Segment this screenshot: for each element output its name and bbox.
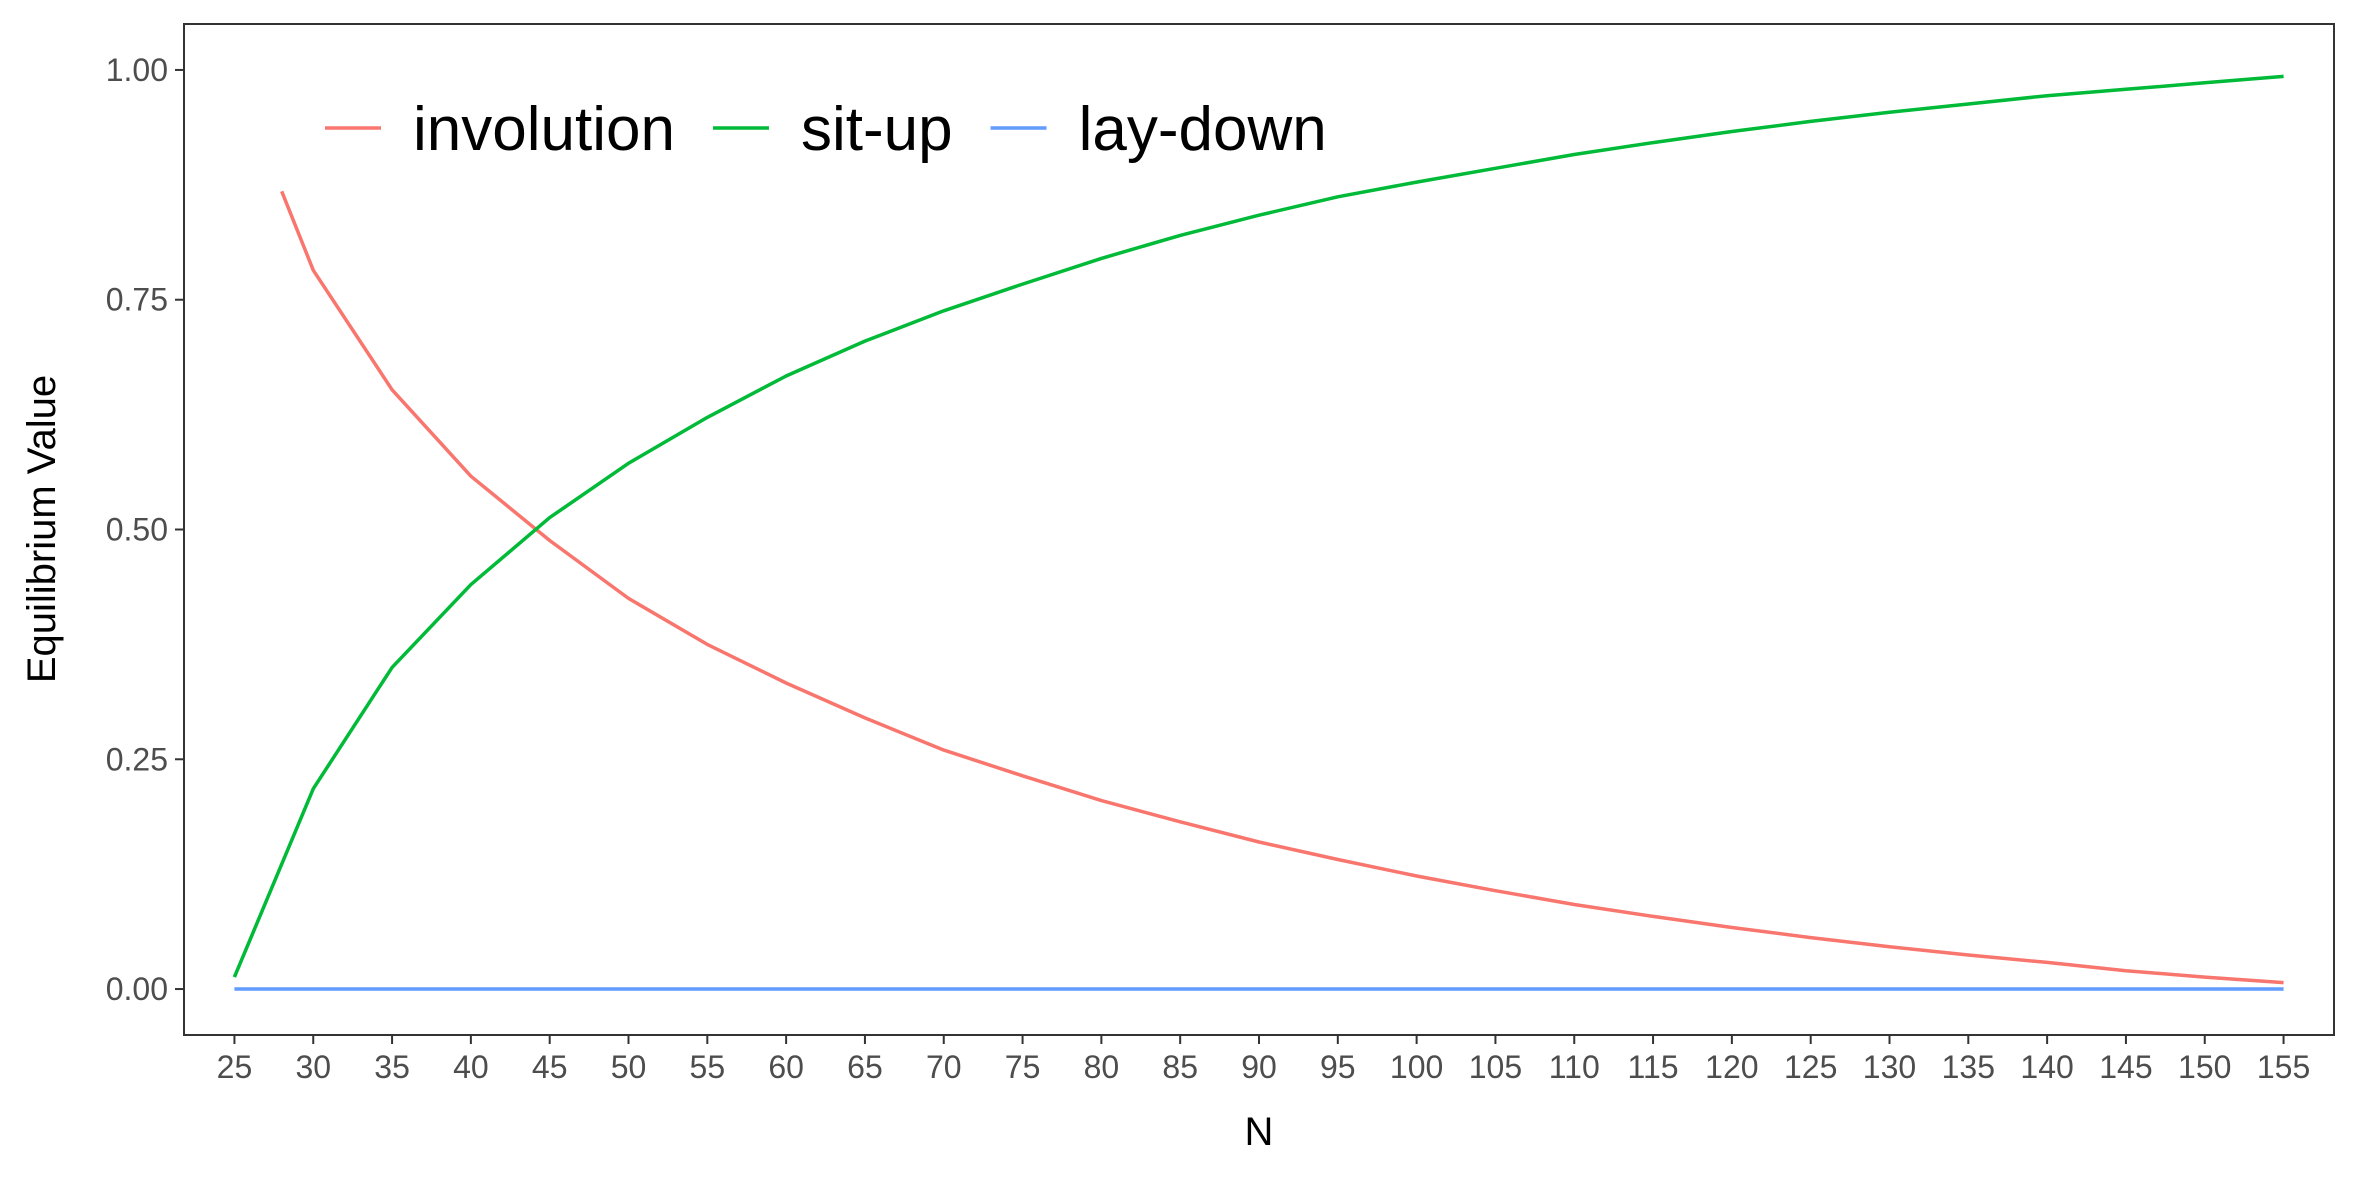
series-lines: [232, 74, 2284, 991]
x-tick-label: 90: [1241, 1049, 1277, 1085]
x-tick-label: 95: [1320, 1049, 1356, 1085]
x-tick-label: 155: [2257, 1049, 2310, 1085]
series-line-involution: [280, 190, 2284, 985]
y-tick-label: 0.00: [106, 971, 168, 1007]
x-tick-label: 140: [2020, 1049, 2073, 1085]
x-tick-label: 35: [374, 1049, 410, 1085]
legend: involution sit-up lay-down: [325, 95, 1327, 164]
x-axis-title: N: [1245, 1110, 1274, 1154]
x-tick-label: 55: [690, 1049, 726, 1085]
x-tick-label: 30: [295, 1049, 331, 1085]
x-tick-label: 70: [926, 1049, 962, 1085]
y-tick-label: 0.25: [106, 741, 168, 777]
x-tick-label: 85: [1162, 1049, 1198, 1085]
x-tick-label: 60: [768, 1049, 804, 1085]
x-tick-label: 75: [1005, 1049, 1041, 1085]
legend-label-involution: involution: [413, 95, 675, 164]
y-tick-label: 0.50: [106, 512, 168, 548]
x-tick-label: 105: [1469, 1049, 1522, 1085]
x-tick-label: 100: [1390, 1049, 1443, 1085]
x-tick-label: 80: [1084, 1049, 1120, 1085]
x-tick-label: 125: [1784, 1049, 1837, 1085]
x-tick-label: 110: [1549, 1049, 1600, 1085]
y-axis-title: Equilibrium Value: [20, 375, 64, 683]
y-tick-label: 0.75: [106, 282, 168, 318]
x-tick-label: 145: [2099, 1049, 2152, 1085]
y-tick-label: 1.00: [106, 52, 168, 88]
legend-label-sit-up: sit-up: [801, 95, 953, 164]
x-tick-label: 115: [1628, 1049, 1679, 1085]
y-axis: 0.00 0.25 0.50 0.75 1.00: [106, 52, 184, 1007]
x-tick-label: 120: [1705, 1049, 1758, 1085]
x-tick-label: 135: [1942, 1049, 1995, 1085]
x-tick-label: 45: [532, 1049, 568, 1085]
x-tick-label: 25: [217, 1049, 253, 1085]
x-tick-label: 65: [847, 1049, 883, 1085]
plot-panel: [183, 23, 2335, 1036]
series-line-sit-up: [232, 74, 2284, 978]
x-tick-label: 150: [2178, 1049, 2231, 1085]
x-tick-label: 50: [611, 1049, 647, 1085]
legend-label-lay-down: lay-down: [1079, 95, 1327, 164]
x-tick-label: 40: [453, 1049, 489, 1085]
x-axis: 25 30 35 40 45 50 55 60 65 70 75 80 85 90 95 100 105 110 1…: [217, 1035, 2310, 1085]
x-tick-label: 130: [1863, 1049, 1916, 1085]
